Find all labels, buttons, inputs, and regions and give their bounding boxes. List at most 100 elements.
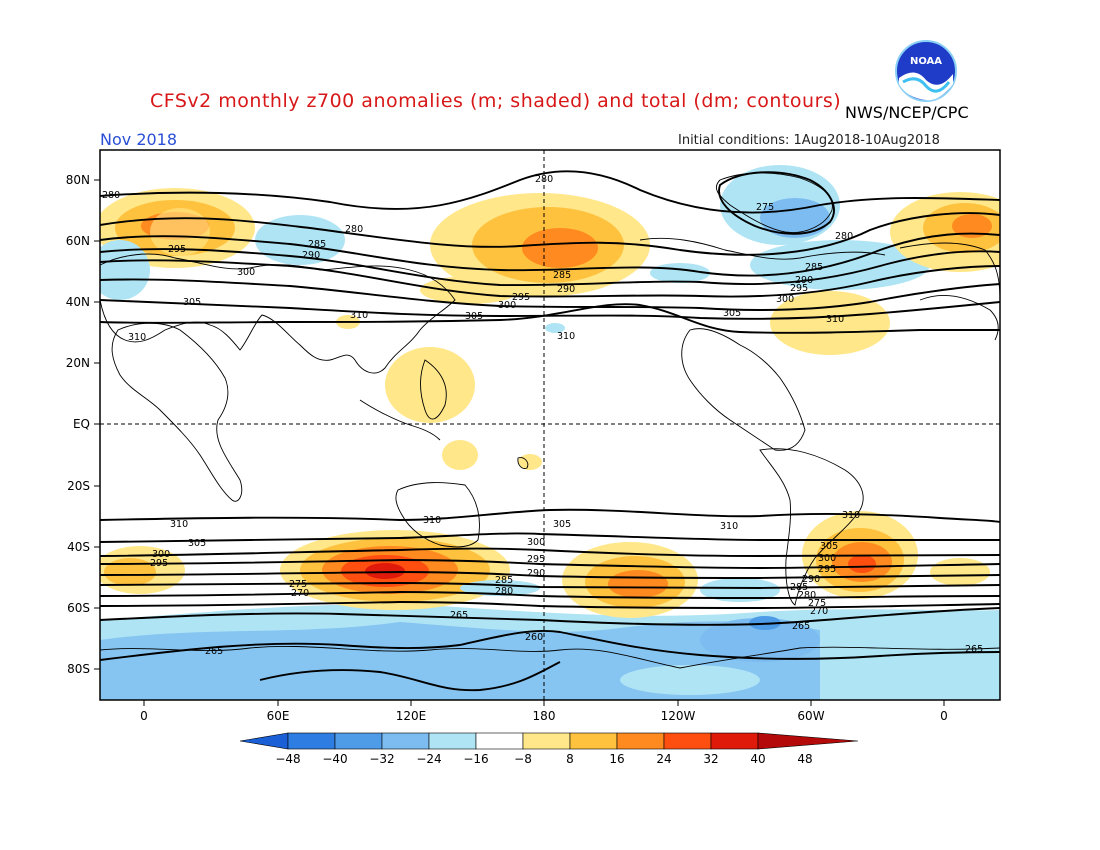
colorbar-segment: [428, 732, 477, 750]
contour-label: 275: [289, 579, 307, 590]
contour-label: 280: [495, 586, 513, 597]
contour-label: 310: [170, 519, 188, 530]
logo-text: NOAA: [910, 56, 942, 67]
contour-label: 305: [465, 311, 483, 322]
lat-label: EQ: [73, 417, 90, 431]
colorbar-label: −8: [514, 752, 532, 766]
contour-label: 310: [720, 521, 738, 532]
colorbar-segment: [710, 732, 759, 750]
colorbar-segment: [381, 732, 430, 750]
contour-label: 295: [168, 244, 186, 255]
contour-label: 300: [237, 267, 255, 278]
lat-label: 40S: [67, 540, 90, 554]
colorbar-label: 16: [609, 752, 624, 766]
contour-label: 265: [450, 610, 468, 621]
contour-label: 310: [842, 510, 860, 521]
contour-label: 270: [810, 606, 828, 617]
lon-label: 0: [940, 709, 948, 723]
colorbar-label: −16: [463, 752, 488, 766]
noaa-logo-icon: NOAA: [895, 40, 957, 102]
lat-label: 60N: [66, 234, 90, 248]
contour-label: 265: [792, 621, 810, 632]
anomaly-shading: [100, 165, 1000, 700]
colorbar-label: −24: [416, 752, 441, 766]
contour-label: 300: [152, 549, 170, 560]
colorbar-label: −48: [275, 752, 300, 766]
chart-title: CFSv2 monthly z700 anomalies (m; shaded)…: [150, 90, 842, 112]
lon-label: 0: [140, 709, 148, 723]
lat-label: 20S: [67, 479, 90, 493]
contour-label: 295: [150, 558, 168, 569]
colorbar-segment: [663, 732, 712, 750]
lat-label: 60S: [67, 601, 90, 615]
contour-label: 310: [423, 515, 441, 526]
lat-label: 20N: [66, 356, 90, 370]
contour-label: 280: [835, 231, 853, 242]
contour-label: 310: [826, 314, 844, 325]
colorbar-label: 32: [703, 752, 718, 766]
colorbar-label: −40: [322, 752, 347, 766]
colorbar-label: −32: [369, 752, 394, 766]
contour-label: 305: [188, 538, 206, 549]
contour-label: 280: [345, 224, 363, 235]
lon-label: 60E: [267, 709, 290, 723]
contour-label: 260: [525, 632, 543, 643]
contour-label: 265: [205, 646, 223, 657]
contour-label: 310: [350, 310, 368, 321]
contour-label: 295: [527, 554, 545, 565]
colorbar-arrow-right: [757, 732, 859, 750]
colorbar-label: 24: [656, 752, 671, 766]
colorbar-segment: [569, 732, 618, 750]
contour-label: 285: [495, 575, 513, 586]
lat-label: 40N: [66, 295, 90, 309]
forecast-month: Nov 2018: [100, 130, 178, 149]
contour-label: 275: [808, 598, 826, 609]
contour-label: 290: [302, 250, 320, 261]
contour-label: 300: [818, 553, 836, 564]
lon-label: 180: [533, 709, 556, 723]
colorbar: −48 −40 −32 −24 −16 −8 8 16 24 32 40 48: [239, 732, 859, 766]
colorbar-label: 48: [797, 752, 812, 766]
contour-label: 300: [776, 294, 794, 305]
contour-label: 270: [291, 588, 309, 599]
contour-label: 290: [795, 275, 813, 286]
contour-label: 290: [802, 574, 820, 585]
colorbar-segment: [522, 732, 571, 750]
initial-conditions: Initial conditions: 1Aug2018-10Aug2018: [678, 133, 940, 148]
contour-label: 285: [790, 582, 808, 593]
contour-label: 295: [790, 283, 808, 294]
lat-axis: 80N 60N 40N 20N EQ 20S 40S 60S 80S: [66, 173, 100, 676]
contour-label: 300: [498, 300, 516, 311]
contour-label: 290: [527, 568, 545, 579]
lat-label: 80S: [67, 662, 90, 676]
contour-label: 275: [756, 202, 774, 213]
contour-label: 305: [553, 519, 571, 530]
colorbar-label: 40: [750, 752, 765, 766]
height-contours: [100, 170, 1000, 692]
contour-label: 280: [798, 590, 816, 601]
contour-label: 280: [102, 190, 120, 201]
contour-label: 305: [723, 308, 741, 319]
contour-label: 305: [183, 297, 201, 308]
colorbar-segment: [616, 732, 665, 750]
contour-label: 295: [512, 292, 530, 303]
contour-label: 285: [805, 262, 823, 273]
lon-label: 120W: [661, 709, 696, 723]
contour-labels: 280 280 280 280 275 285 285 285 290 290 …: [102, 174, 983, 657]
contour-label: 285: [308, 239, 326, 250]
lon-label: 60W: [797, 709, 824, 723]
lon-label: 120E: [396, 709, 427, 723]
contour-label: 310: [557, 331, 575, 342]
contour-label: 310: [128, 332, 146, 343]
colorbar-segment: [334, 732, 383, 750]
agency-label: NWS/NCEP/CPC: [845, 103, 969, 122]
lat-label: 80N: [66, 173, 90, 187]
colorbar-segment: [475, 732, 524, 750]
contour-label: 295: [818, 564, 836, 575]
contour-label: 300: [527, 537, 545, 548]
lon-axis: 0 60E 120E 180 120W 60W 0: [140, 700, 948, 723]
colorbar-label: 8: [566, 752, 574, 766]
colorbar-arrow-left: [239, 732, 289, 750]
contour-label: 305: [820, 541, 838, 552]
